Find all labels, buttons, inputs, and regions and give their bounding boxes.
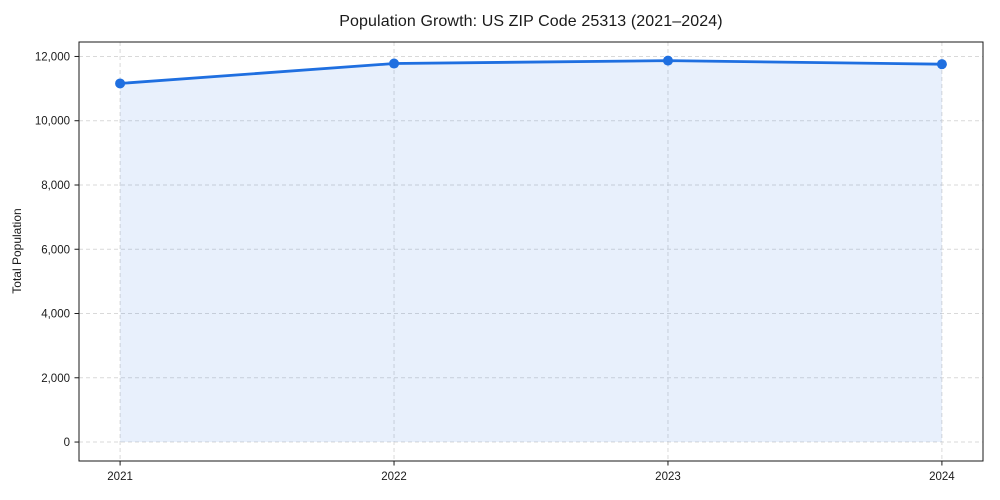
series-line: [118, 59, 944, 85]
y-tick-label: 0: [64, 437, 70, 449]
y-tick-label: 8,000: [41, 180, 70, 192]
y-tick-label: 4,000: [41, 309, 70, 321]
y-tick-label: 6,000: [41, 244, 70, 256]
x-tick-label: 2023: [655, 471, 681, 483]
series-area: [120, 60, 942, 443]
x-tick-label: 2024: [929, 471, 955, 483]
data-point-2022: [389, 58, 400, 69]
data-point-2023: [662, 55, 673, 66]
axis-frame: [78, 41, 984, 462]
data-point-2021: [115, 78, 126, 89]
chart-title: Population Growth: US ZIP Code 25313 (20…: [339, 13, 723, 30]
y-tick-label: 12,000: [35, 51, 70, 63]
x-tick-label: 2021: [107, 471, 133, 483]
y-tick-label: 10,000: [35, 116, 70, 128]
x-tick-label: 2022: [381, 471, 407, 483]
data-point-2024: [936, 59, 947, 70]
y-tick-label: 2,000: [41, 373, 70, 385]
